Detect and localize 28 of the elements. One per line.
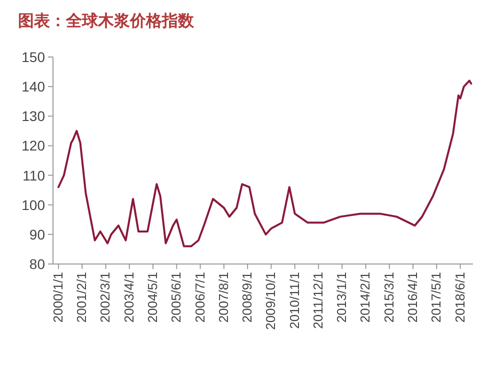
x-tick-label: 2008/9/1: [240, 272, 255, 323]
x-tick-label: 2004/5/1: [145, 272, 160, 323]
x-tick-label: 2009/10/1: [263, 272, 278, 330]
x-tick-label: 2006/7/1: [192, 272, 208, 323]
x-tick-label: 2002/3/1: [98, 272, 113, 323]
x-tick-label: 2010/11/1: [286, 272, 302, 329]
x-tick-label: 2000/1/1: [50, 272, 66, 323]
y-tick-label: 110: [22, 167, 46, 184]
y-tick-label: 90: [29, 226, 46, 242]
line-series: [57, 80, 472, 248]
x-tick-label: 2014/2/1: [358, 272, 373, 323]
y-tick-label: 130: [22, 108, 46, 124]
y-tick-label: 120: [22, 138, 46, 154]
x-tick-label: 2003/4/1: [121, 272, 136, 323]
y-tick-label: 150: [22, 49, 46, 65]
x-tick-label: 2001/2/1: [74, 272, 90, 323]
chart-title: 图表：全球木浆价格指数: [18, 12, 195, 30]
x-tick-label: 2005/6/1: [168, 272, 184, 323]
y-tick-label: 140: [22, 78, 46, 95]
x-tick-label: 2007/8/1: [216, 272, 231, 323]
y-tick-label: 100: [22, 196, 46, 213]
x-tick-label: 2011/12/1: [310, 272, 326, 329]
x-tick-label: 2018/6/1: [452, 272, 468, 323]
y-tick-label: 80: [29, 256, 46, 272]
x-tick-label: 2015/3/1: [381, 272, 396, 323]
x-tick-label: 2013/1/1: [334, 272, 350, 323]
x-tick-label: 2017/5/1: [428, 272, 444, 323]
x-tick-label: 2016/4/1: [405, 272, 420, 323]
